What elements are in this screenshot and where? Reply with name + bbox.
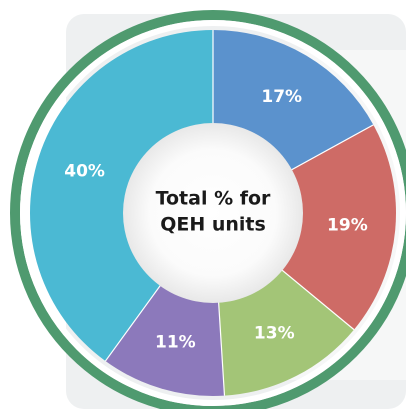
slice-label-4: 11% bbox=[155, 333, 196, 353]
chart-title-line-1: Total % for bbox=[156, 188, 271, 210]
chart-title-line-2: QEH units bbox=[160, 214, 266, 236]
slice-label-2: 19% bbox=[327, 216, 368, 236]
slice-label-3: 13% bbox=[254, 323, 295, 343]
center-hole bbox=[123, 123, 303, 303]
pie-slice-5 bbox=[30, 30, 213, 362]
slice-label-5: 40% bbox=[64, 161, 105, 181]
ring-gap bbox=[20, 20, 406, 406]
outer-ring bbox=[10, 10, 406, 409]
pie-slice-2 bbox=[213, 124, 397, 330]
slice-label-1: 17% bbox=[261, 87, 302, 107]
